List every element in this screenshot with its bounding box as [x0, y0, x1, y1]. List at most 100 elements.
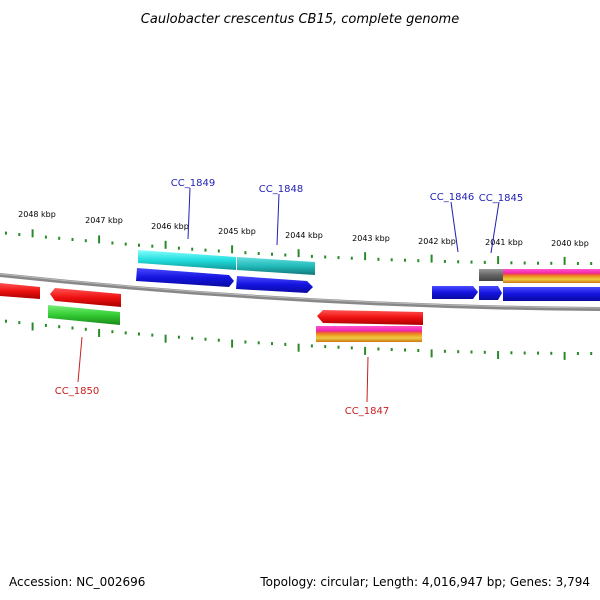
- minor-tick: [443, 259, 446, 263]
- major-tick: [430, 254, 433, 263]
- minor-tick: [58, 325, 61, 329]
- major-tick: [98, 235, 101, 244]
- kbp-label: 2044 kbp: [285, 231, 323, 240]
- minor-tick: [404, 348, 406, 352]
- minor-tick: [177, 335, 180, 339]
- minor-tick: [470, 350, 473, 354]
- major-tick: [231, 245, 234, 254]
- minor-tick: [84, 239, 87, 243]
- major-tick: [164, 240, 167, 249]
- cds-rev-arrow[interactable]: [317, 310, 423, 325]
- cog-box-gray[interactable]: [479, 269, 503, 281]
- gene-label-fwd[interactable]: CC_1846: [430, 192, 474, 203]
- minor-tick: [257, 252, 260, 255]
- major-tick: [297, 343, 300, 352]
- major-tick: [364, 346, 367, 355]
- minor-tick: [284, 253, 287, 257]
- minor-tick: [58, 236, 61, 240]
- major-tick: [497, 256, 500, 265]
- cds-fwd-arrow[interactable]: [479, 286, 502, 300]
- minor-tick: [44, 323, 47, 327]
- minor-tick: [337, 256, 340, 260]
- minor-tick: [5, 319, 7, 323]
- cds-fwd-arrow[interactable]: [236, 276, 313, 293]
- minor-tick: [550, 261, 553, 265]
- minor-tick: [111, 330, 114, 334]
- genome-backbone-highlight: [0, 273, 600, 309]
- minor-tick: [457, 260, 460, 264]
- minor-tick: [483, 260, 486, 264]
- kbp-label: 2047 kbp: [85, 216, 123, 225]
- cog-box-striped[interactable]: [503, 269, 600, 283]
- minor-tick: [350, 346, 353, 350]
- minor-tick: [44, 235, 47, 239]
- minor-tick: [18, 321, 21, 325]
- minor-tick: [390, 348, 393, 351]
- minor-tick: [324, 255, 327, 259]
- scale-ticks-lower: [5, 319, 593, 360]
- minor-tick: [191, 247, 194, 251]
- cds-fwd-arrow[interactable]: [432, 286, 478, 299]
- minor-tick: [191, 336, 194, 340]
- kbp-label: 2045 kbp: [218, 227, 256, 236]
- minor-tick: [18, 233, 21, 236]
- cds-fwd-box[interactable]: [503, 287, 600, 301]
- kbp-label: 2043 kbp: [352, 234, 390, 243]
- minor-tick: [443, 349, 446, 353]
- minor-tick: [257, 341, 260, 345]
- minor-tick: [124, 242, 127, 246]
- minor-tick: [138, 243, 140, 247]
- major-tick: [563, 256, 566, 265]
- kbp-label: 2040 kbp: [551, 239, 589, 248]
- major-tick: [231, 339, 234, 348]
- minor-tick: [217, 338, 220, 342]
- minor-tick: [310, 344, 313, 348]
- minor-tick: [244, 251, 247, 255]
- gene-label-fwd[interactable]: CC_1849: [171, 178, 215, 189]
- accession-label: Accession: NC_002696: [9, 575, 146, 589]
- minor-tick: [523, 261, 526, 265]
- minor-tick: [310, 254, 313, 258]
- minor-tick: [576, 352, 579, 355]
- minor-tick: [204, 337, 207, 341]
- cog-box-striped[interactable]: [316, 326, 422, 342]
- cds-rev-arrow[interactable]: [50, 288, 121, 307]
- major-tick: [430, 349, 433, 358]
- minor-tick: [417, 349, 420, 352]
- gene-label-fwd[interactable]: CC_1848: [259, 184, 303, 195]
- minor-tick: [284, 342, 287, 346]
- minor-tick: [457, 350, 460, 354]
- minor-tick: [217, 249, 220, 253]
- kbp-label: 2048 kbp: [18, 210, 56, 219]
- minor-tick: [417, 259, 420, 263]
- minor-tick: [138, 332, 140, 336]
- cds-rev-arrow[interactable]: [0, 283, 40, 299]
- gene-label-fwd[interactable]: CC_1845: [479, 193, 523, 204]
- minor-tick: [404, 258, 406, 262]
- label-leader: [276, 193, 280, 246]
- major-tick: [297, 249, 300, 258]
- minor-tick: [470, 260, 473, 264]
- minor-tick: [483, 350, 486, 354]
- map-title: Caulobacter crescentus CB15, complete ge…: [141, 12, 459, 27]
- minor-tick: [377, 347, 380, 351]
- minor-tick: [377, 257, 380, 261]
- cds-fwd-arrow[interactable]: [136, 268, 234, 287]
- major-tick: [164, 334, 167, 343]
- gene-label-rev[interactable]: CC_1847: [345, 406, 389, 417]
- cog-box-green[interactable]: [48, 305, 120, 325]
- cog-box-cyan[interactable]: [138, 250, 236, 270]
- cog-box-teal[interactable]: [237, 257, 315, 275]
- kbp-label: 2041 kbp: [485, 238, 523, 247]
- kbp-label: 2042 kbp: [418, 237, 456, 246]
- label-leader: [450, 201, 459, 253]
- label-leader: [490, 201, 500, 254]
- minor-tick: [523, 351, 526, 355]
- minor-tick: [337, 345, 340, 349]
- genome-summary-label: Topology: circular; Length: 4,016,947 bp…: [260, 575, 590, 589]
- minor-tick: [537, 261, 539, 265]
- minor-tick: [390, 258, 393, 262]
- major-tick: [98, 329, 101, 337]
- gene-label-rev[interactable]: CC_1850: [55, 386, 99, 397]
